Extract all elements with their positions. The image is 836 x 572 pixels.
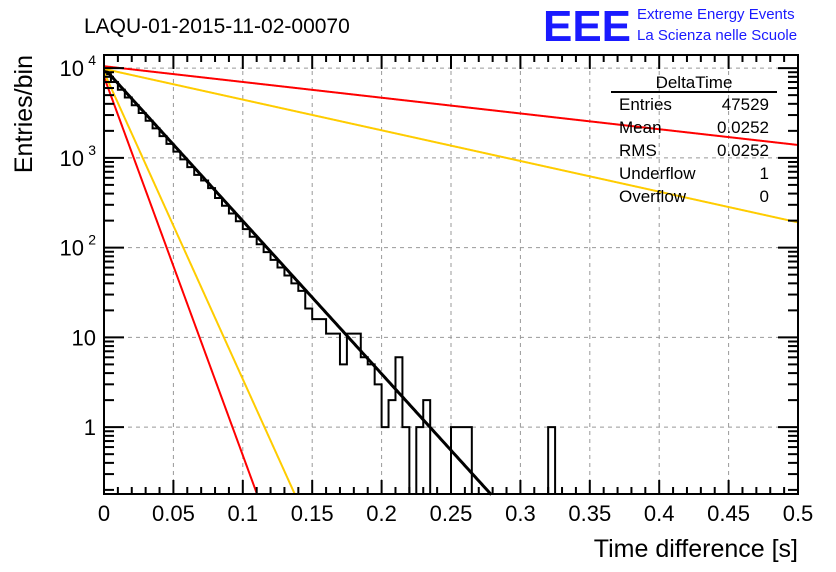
function-red-fast <box>103 76 259 495</box>
x-tick-label: 0.15 <box>291 501 334 526</box>
y-tick-exponent: 4 <box>88 52 96 68</box>
x-tick-label: 0.5 <box>783 501 814 526</box>
stats-value: 0.0252 <box>717 118 769 137</box>
stats-value: 47529 <box>722 95 769 114</box>
x-tick-label: 0.35 <box>568 501 611 526</box>
axis-ticks <box>103 55 799 494</box>
x-tick-label: 0.1 <box>228 501 259 526</box>
x-tick-label: 0 <box>98 501 110 526</box>
x-tick-label: 0.3 <box>505 501 536 526</box>
logo-line2: La Scienza nelle Scuole <box>637 27 797 44</box>
logo-mark: EEE <box>543 2 631 51</box>
stats-value: 0 <box>760 187 769 206</box>
y-tick-label: 10 <box>60 146 84 171</box>
grid <box>104 55 798 494</box>
y-tick-exponent: 2 <box>88 232 96 248</box>
stats-box: DeltaTime Entries 47529 Mean 0.0252 RMS 0.025… <box>611 73 777 206</box>
stats-label: RMS <box>619 141 657 160</box>
logo-line1: Extreme Energy Events <box>637 6 795 23</box>
y-tick-label: 10 <box>60 236 84 261</box>
chart-title: LAQU-01-2015-11-02-00070 <box>84 15 350 38</box>
function-yellow-fast <box>103 71 296 495</box>
y-tick-label: 10 <box>72 325 96 350</box>
y-axis-label: Entries/bin <box>10 55 38 173</box>
x-tick-label: 0.05 <box>152 501 195 526</box>
y-tick-label: 1 <box>84 415 96 440</box>
stats-label: Entries <box>619 95 672 114</box>
stats-label: Mean <box>619 118 662 137</box>
x-tick-label: 0.25 <box>430 501 473 526</box>
fit-functions <box>102 65 799 496</box>
y-tick-label: 10 <box>60 56 84 81</box>
stats-title: DeltaTime <box>656 73 733 92</box>
function-yellow-slow <box>103 67 799 224</box>
stats-value: 1 <box>760 164 769 183</box>
x-tick-label: 0.4 <box>644 501 675 526</box>
x-axis-label: Time difference [s] <box>594 535 798 563</box>
x-tick-label: 0.2 <box>366 501 397 526</box>
eee-logo: EEE Extreme Energy Events La Scienza nel… <box>543 2 797 51</box>
x-tick-label: 0.45 <box>707 501 750 526</box>
function-red-slow <box>103 65 799 146</box>
function-fit <box>102 67 492 496</box>
x-tick-labels: 0 0.05 0.1 0.15 0.2 0.25 0.3 0.35 0.4 0.45 0.5 <box>98 501 813 526</box>
y-tick-exponent: 3 <box>88 142 96 158</box>
stats-value: 0.0252 <box>717 141 769 160</box>
stats-label: Underflow <box>619 164 696 183</box>
stats-label: Overflow <box>619 187 687 206</box>
